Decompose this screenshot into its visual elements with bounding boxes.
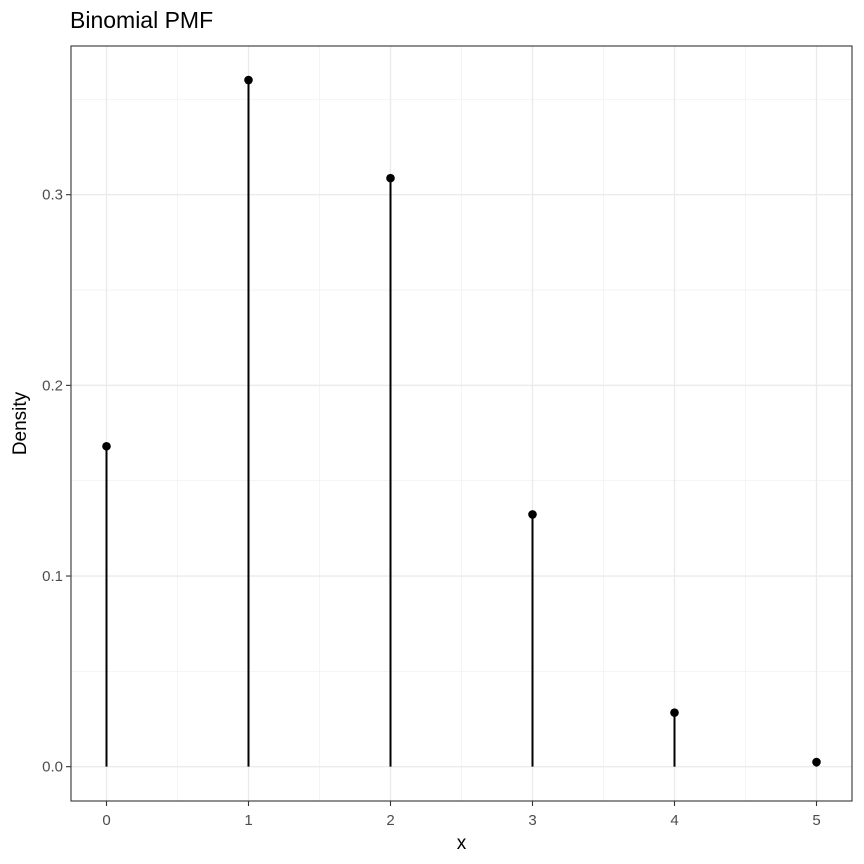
minor-gridlines (71, 46, 852, 801)
points (102, 75, 821, 767)
data-point (528, 510, 537, 519)
y-tick-label: 0.0 (42, 759, 63, 776)
x-tick-label: 4 (670, 812, 678, 829)
x-tick-label: 1 (244, 812, 252, 829)
x-tick-label: 2 (386, 812, 394, 829)
y-tick-label: 0.3 (42, 187, 63, 204)
x-tick-label: 0 (102, 812, 110, 829)
stems (105, 80, 818, 767)
x-tick-label: 5 (812, 812, 820, 829)
data-point (812, 757, 821, 767)
y-tick-label: 0.1 (42, 568, 63, 585)
y-tick-label: 0.2 (42, 377, 63, 394)
x-axis-title: x (457, 833, 467, 854)
x-tick-label: 3 (528, 812, 536, 829)
chart-title: Binomial PMF (70, 7, 213, 33)
panel-border (70, 45, 853, 802)
data-point (670, 708, 679, 717)
x-axis: 0 1 2 3 4 5 (102, 801, 821, 829)
y-axis-title: Density (10, 391, 31, 455)
data-point (244, 75, 253, 85)
data-point (102, 441, 111, 451)
y-axis: 0.0 0.1 0.2 0.3 (42, 187, 71, 776)
data-point (386, 173, 395, 183)
